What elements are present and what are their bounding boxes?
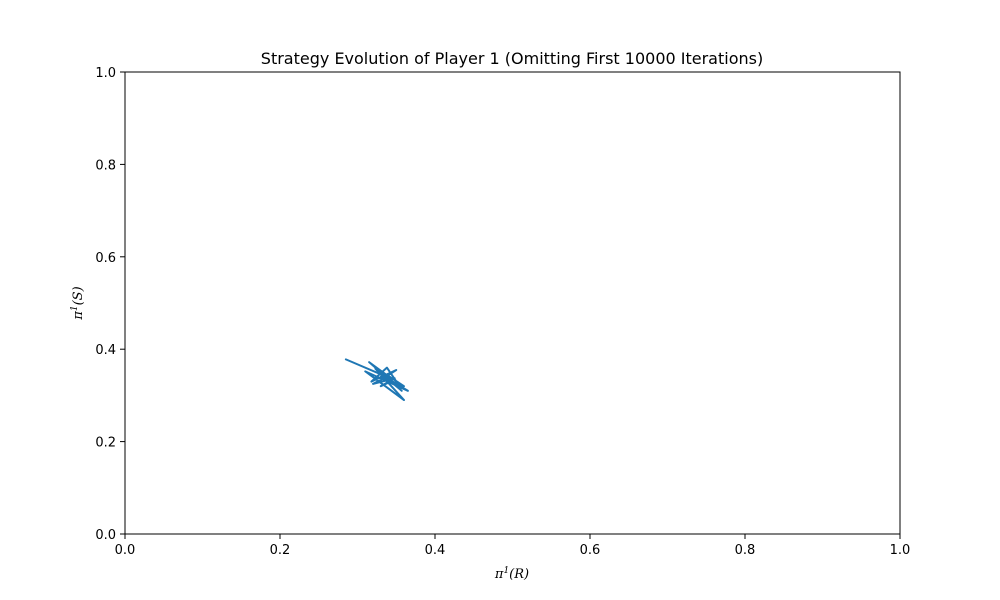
- y-tick-label: 0.2: [95, 436, 116, 451]
- plot-frame: [124, 71, 901, 535]
- y-tick-label: 1.0: [95, 66, 116, 81]
- x-tick-label: 0.2: [270, 543, 291, 558]
- chart-title: Strategy Evolution of Player 1 (Omitting…: [261, 49, 763, 68]
- x-tick-label: 0.0: [115, 543, 136, 558]
- x-axis-label-sup: 1: [503, 566, 509, 576]
- y-tick-label: 0.4: [95, 343, 116, 358]
- x-tick-label: 0.4: [425, 543, 446, 558]
- y-tick-label: 0.6: [95, 251, 116, 266]
- x-axis-ticks: 0.0 0.2 0.4 0.6 0.8 1.0: [115, 534, 911, 558]
- y-axis-label-base: π: [71, 311, 86, 321]
- x-axis-label-base: π: [494, 567, 504, 582]
- series-layer: [344, 358, 409, 402]
- y-axis-label-sup: 1: [70, 305, 80, 311]
- x-tick-label: 0.6: [580, 543, 601, 558]
- y-tick-label: 0.0: [95, 528, 116, 543]
- series-line: [344, 358, 409, 402]
- x-axis-label: π1(R): [494, 566, 529, 582]
- x-tick-label: 0.8: [735, 543, 756, 558]
- y-tick-label: 0.8: [95, 158, 116, 173]
- x-axis-label-arg: (R): [509, 567, 529, 582]
- y-axis-label: π1(S): [70, 286, 86, 320]
- y-axis-ticks: 0.0 0.2 0.4 0.6 0.8 1.0: [95, 66, 125, 543]
- x-tick-label: 1.0: [890, 543, 911, 558]
- y-axis-label-arg: (S): [71, 286, 86, 305]
